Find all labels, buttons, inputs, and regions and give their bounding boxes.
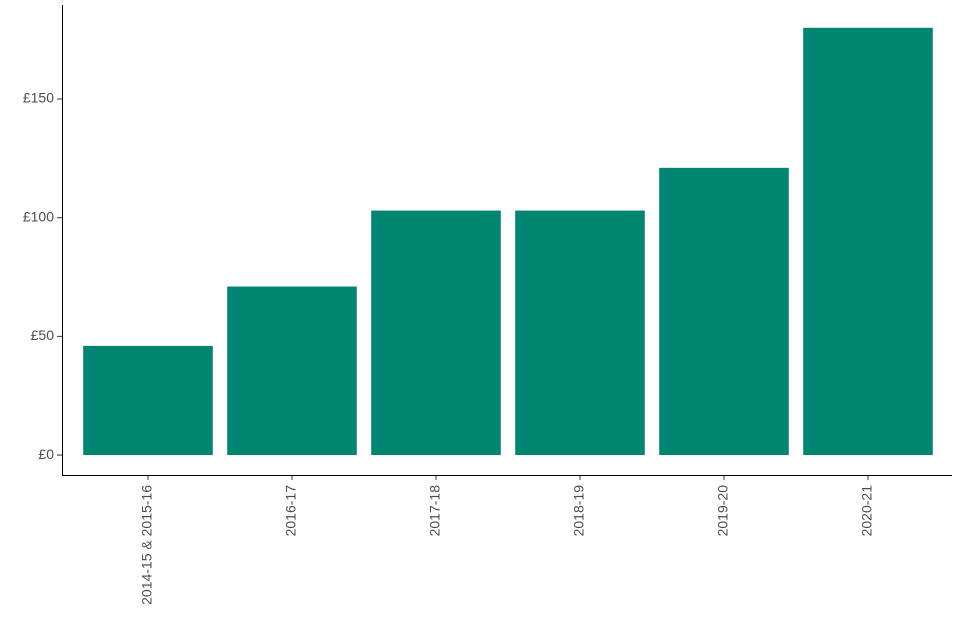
x-tick-label: 2017-18: [427, 485, 443, 537]
bar: [371, 210, 501, 456]
y-tick-label: £0: [38, 446, 54, 462]
bar: [227, 286, 357, 456]
y-tick-label: £150: [23, 90, 54, 106]
y-tick-label: £100: [23, 208, 54, 224]
bar: [803, 27, 933, 456]
bar: [659, 167, 789, 456]
x-tick-label: 2014-15 & 2015-16: [139, 485, 155, 605]
x-tick-label: 2016-17: [283, 485, 299, 537]
x-tick-label: 2018-19: [571, 485, 587, 537]
bar: [515, 210, 645, 456]
x-tick-label: 2019-20: [715, 485, 731, 537]
bar: [83, 345, 213, 456]
y-tick-label: £50: [31, 327, 55, 343]
x-tick-label: 2020-21: [859, 485, 875, 537]
